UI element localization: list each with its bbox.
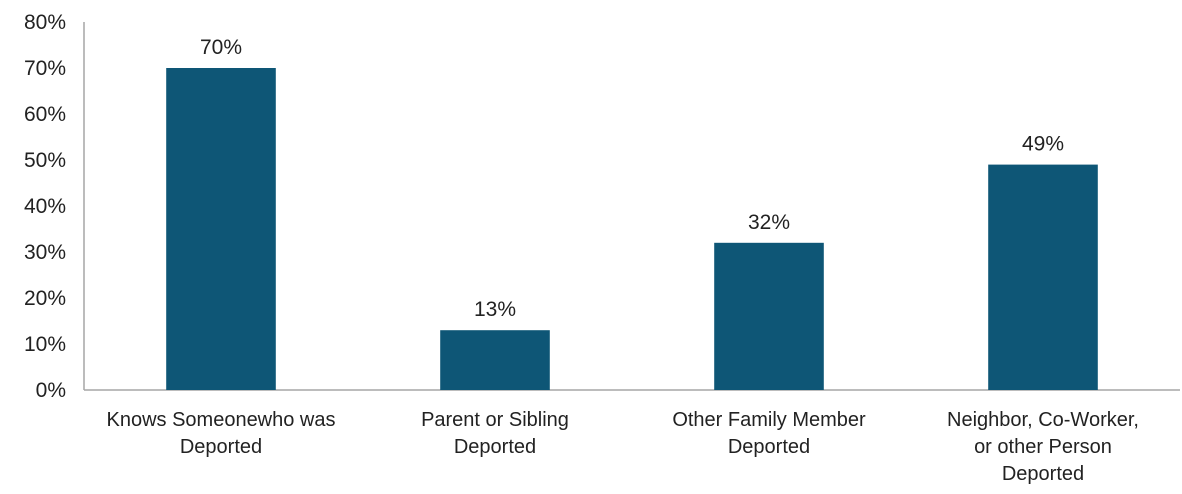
y-tick-label: 20%	[24, 287, 66, 310]
y-tick-label: 50%	[24, 149, 66, 172]
bars	[166, 68, 1098, 390]
bar	[988, 164, 1098, 390]
data-label: 13%	[474, 298, 516, 321]
bar	[166, 68, 276, 390]
category-label: Deported	[180, 436, 262, 458]
category-label: Deported	[454, 436, 536, 458]
category-label: Deported	[1002, 463, 1084, 485]
data-label: 32%	[748, 211, 790, 234]
y-tick-label: 60%	[24, 103, 66, 126]
y-tick-label: 10%	[24, 333, 66, 356]
data-labels: 70% 13% 32% 49%	[200, 36, 1064, 321]
data-label: 70%	[200, 36, 242, 59]
y-tick-label: 40%	[24, 195, 66, 218]
y-tick-label: 80%	[24, 11, 66, 34]
category-label: Neighbor, Co-Worker,	[947, 409, 1139, 431]
bar	[714, 242, 824, 390]
category-label: Deported	[728, 436, 810, 458]
data-label: 49%	[1022, 133, 1064, 156]
y-axis-ticks: 0% 10% 20% 30% 40% 50% 60% 70% 80%	[24, 11, 66, 402]
y-tick-label: 70%	[24, 57, 66, 80]
y-tick-label: 30%	[24, 241, 66, 264]
category-label: Parent or Sibling	[421, 409, 569, 431]
bar	[440, 330, 550, 390]
category-label: Other Family Member	[672, 409, 866, 431]
category-label: or other Person	[974, 436, 1112, 458]
category-labels: Knows Someonewho was Deported Parent or Si…	[106, 409, 1138, 485]
y-tick-label: 0%	[36, 379, 66, 402]
category-label: Knows Someonewho was	[106, 409, 335, 431]
